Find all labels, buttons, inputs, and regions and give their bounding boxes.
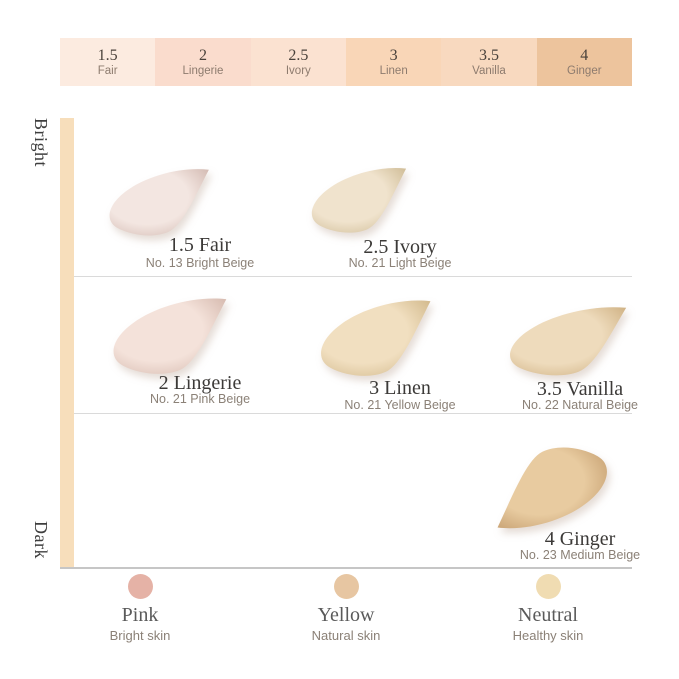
scale-number: 1.5 — [97, 46, 118, 64]
shade-subtitle: No. 21 Yellow Beige — [344, 398, 456, 412]
pink-undertone-dot-icon — [127, 574, 153, 599]
scale-cell-ginger: 4 Ginger — [536, 38, 632, 86]
scale-cell-ivory: 2.5 Ivory — [250, 38, 346, 86]
shade-scale-bar: 1.5 Fair 2 Lingerie 2.5 Ivory 3 Linen 3.… — [60, 38, 632, 86]
shade-subtitle: No. 22 Natural Beige — [521, 398, 639, 412]
foundation-smear-icon — [109, 169, 209, 236]
shade-title: 3.5 Vanilla — [536, 378, 624, 400]
shade-title: 3 Linen — [369, 377, 431, 399]
scale-name: Ginger — [567, 64, 602, 77]
axis-label-dark: Dark — [31, 521, 51, 559]
scale-number: 4 — [580, 46, 589, 64]
scale-name: Fair — [97, 64, 118, 77]
legend-description: Natural skin — [311, 628, 381, 643]
scale-number: 2 — [198, 46, 207, 64]
shade-title: 2.5 Ivory — [363, 236, 437, 258]
shade-subtitle: No. 13 Bright Beige — [145, 256, 255, 270]
shade-block-ginger: 4 Ginger No. 23 Medium Beige — [480, 440, 679, 570]
shade-title: 4 Ginger — [544, 528, 616, 550]
shade-block-ivory: 2.5 Ivory No. 21 Light Beige — [295, 162, 505, 282]
shade-block-linen: 3 Linen No. 21 Yellow Beige — [300, 293, 500, 413]
foundation-smear-icon — [113, 298, 227, 374]
legend-label: Neutral — [518, 604, 578, 626]
legend-label: Yellow — [317, 604, 375, 626]
scale-cell-linen: 3 Linen — [345, 38, 442, 86]
axis-label-bright: Bright — [31, 118, 51, 168]
shade-subtitle: No. 23 Medium Beige — [519, 548, 641, 562]
shade-block-vanilla: 3.5 Vanilla No. 22 Natural Beige — [480, 300, 679, 420]
scale-number: 3 — [389, 46, 398, 64]
neutral-undertone-dot-icon — [535, 574, 561, 599]
legend-item-neutral: Neutral Healthy skin — [478, 574, 618, 643]
foundation-smear-icon — [497, 447, 607, 529]
shade-block-fair: 1.5 Fair No. 13 Bright Beige — [95, 162, 305, 282]
scale-cell-lingerie: 2 Lingerie — [155, 38, 251, 86]
scale-name: Ivory — [285, 64, 311, 77]
scale-name: Lingerie — [182, 64, 224, 77]
yellow-undertone-dot-icon — [333, 574, 359, 599]
shade-title: 1.5 Fair — [168, 234, 232, 256]
legend-label: Pink — [121, 604, 159, 626]
scale-cell-fair: 1.5 Fair — [60, 38, 156, 86]
legend-description: Bright skin — [109, 628, 171, 643]
legend-item-yellow: Yellow Natural skin — [276, 574, 416, 643]
shade-title: 2 Lingerie — [158, 372, 242, 394]
legend-description: Healthy skin — [512, 628, 584, 643]
shade-subtitle: No. 21 Light Beige — [348, 256, 452, 270]
shade-subtitle: No. 21 Pink Beige — [149, 392, 251, 406]
scale-number: 2.5 — [288, 46, 309, 64]
scale-name: Vanilla — [472, 64, 506, 77]
scale-number: 3.5 — [478, 46, 499, 64]
foundation-smear-icon — [311, 168, 407, 233]
row-divider — [74, 413, 632, 414]
foundation-smear-icon — [321, 300, 431, 376]
row-divider — [74, 276, 632, 277]
brightness-axis-bar — [60, 118, 74, 568]
foundation-smear-icon — [510, 307, 627, 376]
bottom-divider — [60, 567, 632, 569]
scale-name: Linen — [379, 64, 408, 77]
legend-item-pink: Pink Bright skin — [70, 574, 210, 643]
scale-cell-vanilla: 3.5 Vanilla — [441, 38, 537, 86]
shade-block-lingerie: 2 Lingerie No. 21 Pink Beige — [95, 293, 305, 413]
